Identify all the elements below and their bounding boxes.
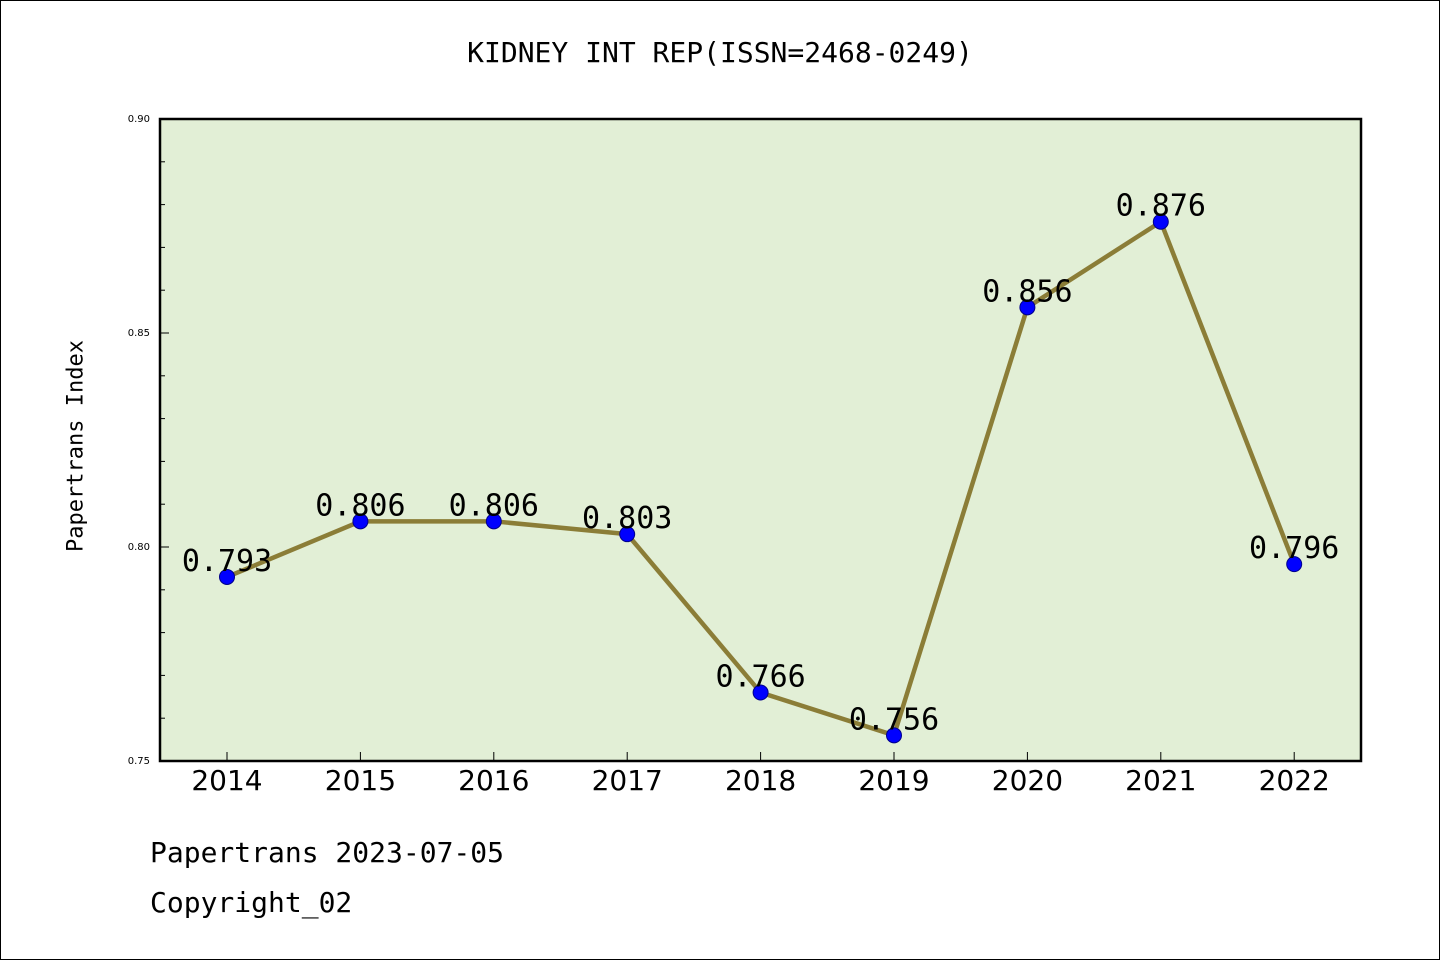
data-label: 0.796 xyxy=(1249,531,1339,566)
y-tick-label: 0.90 xyxy=(128,114,150,125)
x-tick-label: 2021 xyxy=(1125,764,1196,797)
data-label: 0.806 xyxy=(449,488,539,523)
data-label: 0.756 xyxy=(849,702,939,737)
footer-date: Papertrans 2023-07-05 xyxy=(150,836,505,869)
data-point xyxy=(1152,213,1169,230)
x-tick-label: 2015 xyxy=(325,764,396,797)
x-tick-label: 2022 xyxy=(1259,764,1330,797)
data-point xyxy=(1286,556,1303,573)
data-point xyxy=(219,568,235,585)
data-point xyxy=(352,513,369,530)
data-point xyxy=(619,526,636,543)
data-label: 0.793 xyxy=(182,544,272,579)
data-point xyxy=(1019,299,1036,316)
x-tick-label: 2019 xyxy=(858,764,929,797)
x-tick-label: 2018 xyxy=(725,764,796,797)
data-label: 0.803 xyxy=(582,501,672,536)
x-tick-label: 2016 xyxy=(458,764,529,797)
y-tick-label: 0.75 xyxy=(128,756,150,767)
data-label: 0.806 xyxy=(315,488,405,523)
x-tick-label: 2017 xyxy=(592,764,663,797)
data-point xyxy=(752,684,769,701)
data-point xyxy=(485,513,502,530)
y-tick-label: 0.85 xyxy=(128,328,150,339)
data-label: 0.856 xyxy=(982,274,1072,309)
y-tick-label: 0.80 xyxy=(128,542,150,553)
data-label: 0.766 xyxy=(715,660,805,695)
data-label: 0.876 xyxy=(1116,189,1206,224)
x-tick-label: 2014 xyxy=(191,764,262,797)
x-tick-label: 2020 xyxy=(992,764,1063,797)
footer-copyright: Copyright_02 xyxy=(150,886,353,919)
data-point xyxy=(886,727,902,744)
chart-title: KIDNEY INT REP(ISSN=2468-0249) xyxy=(467,36,973,69)
